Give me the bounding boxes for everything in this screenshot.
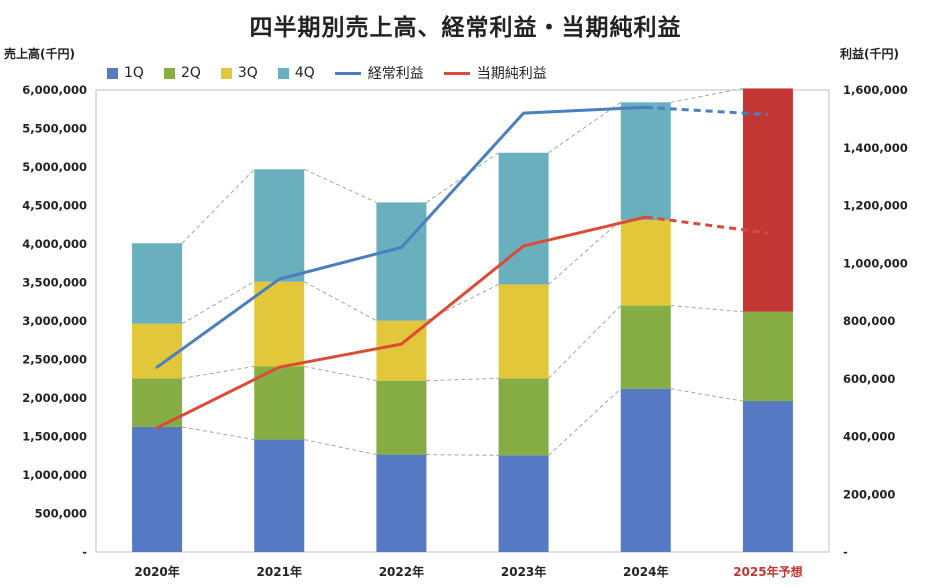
series-connector-line <box>548 388 622 456</box>
series-connector-line <box>670 388 744 402</box>
bar-segment-3q <box>132 323 183 379</box>
legend-swatch-ordinary-profit <box>334 71 361 75</box>
legend: 1Q 2Q 3Q 4Q 経常利益 当期純利益 <box>107 63 567 83</box>
bar-segment-1q <box>376 454 427 552</box>
left-tick-label: 3,500,000 <box>22 276 87 290</box>
right-tick-label: 600,000 <box>843 372 895 386</box>
line-forecast-ordinary-profit <box>645 105 769 117</box>
left-tick-label: 3,000,000 <box>22 314 87 328</box>
series-connector-line <box>181 168 255 244</box>
left-tick-label: 2,500,000 <box>22 353 87 367</box>
bar-segment-1q <box>742 401 793 552</box>
legend-swatch-2q <box>163 67 175 79</box>
series-connector-line <box>548 101 622 154</box>
bar-segment-4q <box>254 169 305 282</box>
legend-swatch-1q <box>107 67 118 79</box>
left-tick-label: 1,500,000 <box>22 430 87 444</box>
bar-segment-3q <box>254 281 305 367</box>
legend-item-ordinary-profit: 経常利益 <box>334 63 424 83</box>
bar-segment-1q <box>254 439 305 552</box>
bar-segment-4q <box>498 152 549 285</box>
x-tick-label: 2020年 <box>134 564 179 579</box>
legend-swatch-net-profit <box>443 71 470 75</box>
left-tick-label: - <box>82 545 87 559</box>
line-series-ordinary-profit <box>155 105 648 369</box>
bar-segment-1q <box>620 388 671 552</box>
bar-segment-2q <box>742 311 793 402</box>
left-tick-label: 4,500,000 <box>22 199 87 213</box>
x-tick-label: 2021年 <box>257 564 302 579</box>
series-connector-line <box>548 219 622 285</box>
series-connector-line <box>182 365 255 379</box>
line-series-net-profit <box>155 215 648 430</box>
bar-segment-3q <box>498 284 549 379</box>
series-connector-line <box>181 426 255 441</box>
legend-swatch-4q <box>277 67 289 79</box>
left-tick-label: 2,000,000 <box>22 391 87 405</box>
chart-title: 四半期別売上高、経常利益・当期純利益 <box>249 15 682 41</box>
left-tick-label: 6,000,000 <box>22 83 87 97</box>
right-tick-label: 1,400,000 <box>843 141 908 155</box>
series-connector-line <box>304 365 377 382</box>
bar-segment-forecast <box>742 88 793 312</box>
legend-item-net-profit: 当期純利益 <box>443 63 547 83</box>
x-tick-label: 2023年 <box>501 564 546 579</box>
right-tick-label: 800,000 <box>843 314 895 328</box>
bar-segment-1q <box>498 455 549 552</box>
x-tick-label: 2025年予想 <box>733 564 802 579</box>
legend-item-3q: 3Q <box>220 65 258 81</box>
right-tick-label: 200,000 <box>843 487 895 501</box>
legend-label-3q: 3Q <box>237 65 258 81</box>
series-connector-line <box>426 454 499 456</box>
x-tick-label: 2024年 <box>623 564 668 579</box>
series-connector-line <box>670 87 744 103</box>
series-connector-line <box>304 281 377 322</box>
right-tick-label: 1,200,000 <box>843 199 908 213</box>
left-tick-label: 500,000 <box>35 507 87 521</box>
right-axis-title: 利益(千円) <box>840 47 899 61</box>
legend-swatch-3q <box>220 67 232 79</box>
legend-item-2q: 2Q <box>163 65 201 81</box>
right-tick-label: 1,600,000 <box>843 83 908 97</box>
legend-label-1q: 1Q <box>124 65 144 81</box>
legend-label-ordinary-profit: 経常利益 <box>367 66 424 82</box>
bar-segment-2q <box>254 366 305 440</box>
legend-label-4q: 4Q <box>294 65 315 81</box>
right-tick-label: - <box>843 545 848 559</box>
legend-label-net-profit: 当期純利益 <box>476 66 547 82</box>
series-connector-line <box>304 439 377 456</box>
series-connector-line <box>548 305 622 379</box>
series-connector-line <box>181 281 255 325</box>
legend-item-1q: 1Q <box>107 65 144 81</box>
plot-frame <box>95 89 830 553</box>
bar-segment-2q <box>620 305 671 389</box>
left-axis-title: 売上高(千円) <box>4 47 75 61</box>
left-tick-label: 4,000,000 <box>22 237 87 251</box>
series-connector-line <box>426 152 499 203</box>
legend-label-2q: 2Q <box>180 65 201 81</box>
x-tick-label: 2022年 <box>379 564 424 579</box>
bar-segment-4q <box>376 202 427 321</box>
right-tick-label: 400,000 <box>843 430 895 444</box>
bar-segment-4q <box>620 102 671 221</box>
series-connector-line <box>670 305 743 313</box>
left-tick-label: 1,000,000 <box>22 468 87 482</box>
legend-item-4q: 4Q <box>277 65 315 81</box>
bar-segment-4q <box>132 243 183 324</box>
left-tick-label: 5,000,000 <box>22 160 87 174</box>
series-connector-line <box>426 377 499 382</box>
right-tick-label: 1,000,000 <box>843 256 908 270</box>
bar-segment-2q <box>498 378 549 456</box>
bar-segment-1q <box>132 426 183 552</box>
bar-segment-3q <box>620 220 671 306</box>
line-forecast-net-profit <box>645 215 769 235</box>
series-connector-line <box>304 168 377 203</box>
left-tick-label: 5,500,000 <box>22 122 87 136</box>
bar-segment-2q <box>376 380 427 455</box>
